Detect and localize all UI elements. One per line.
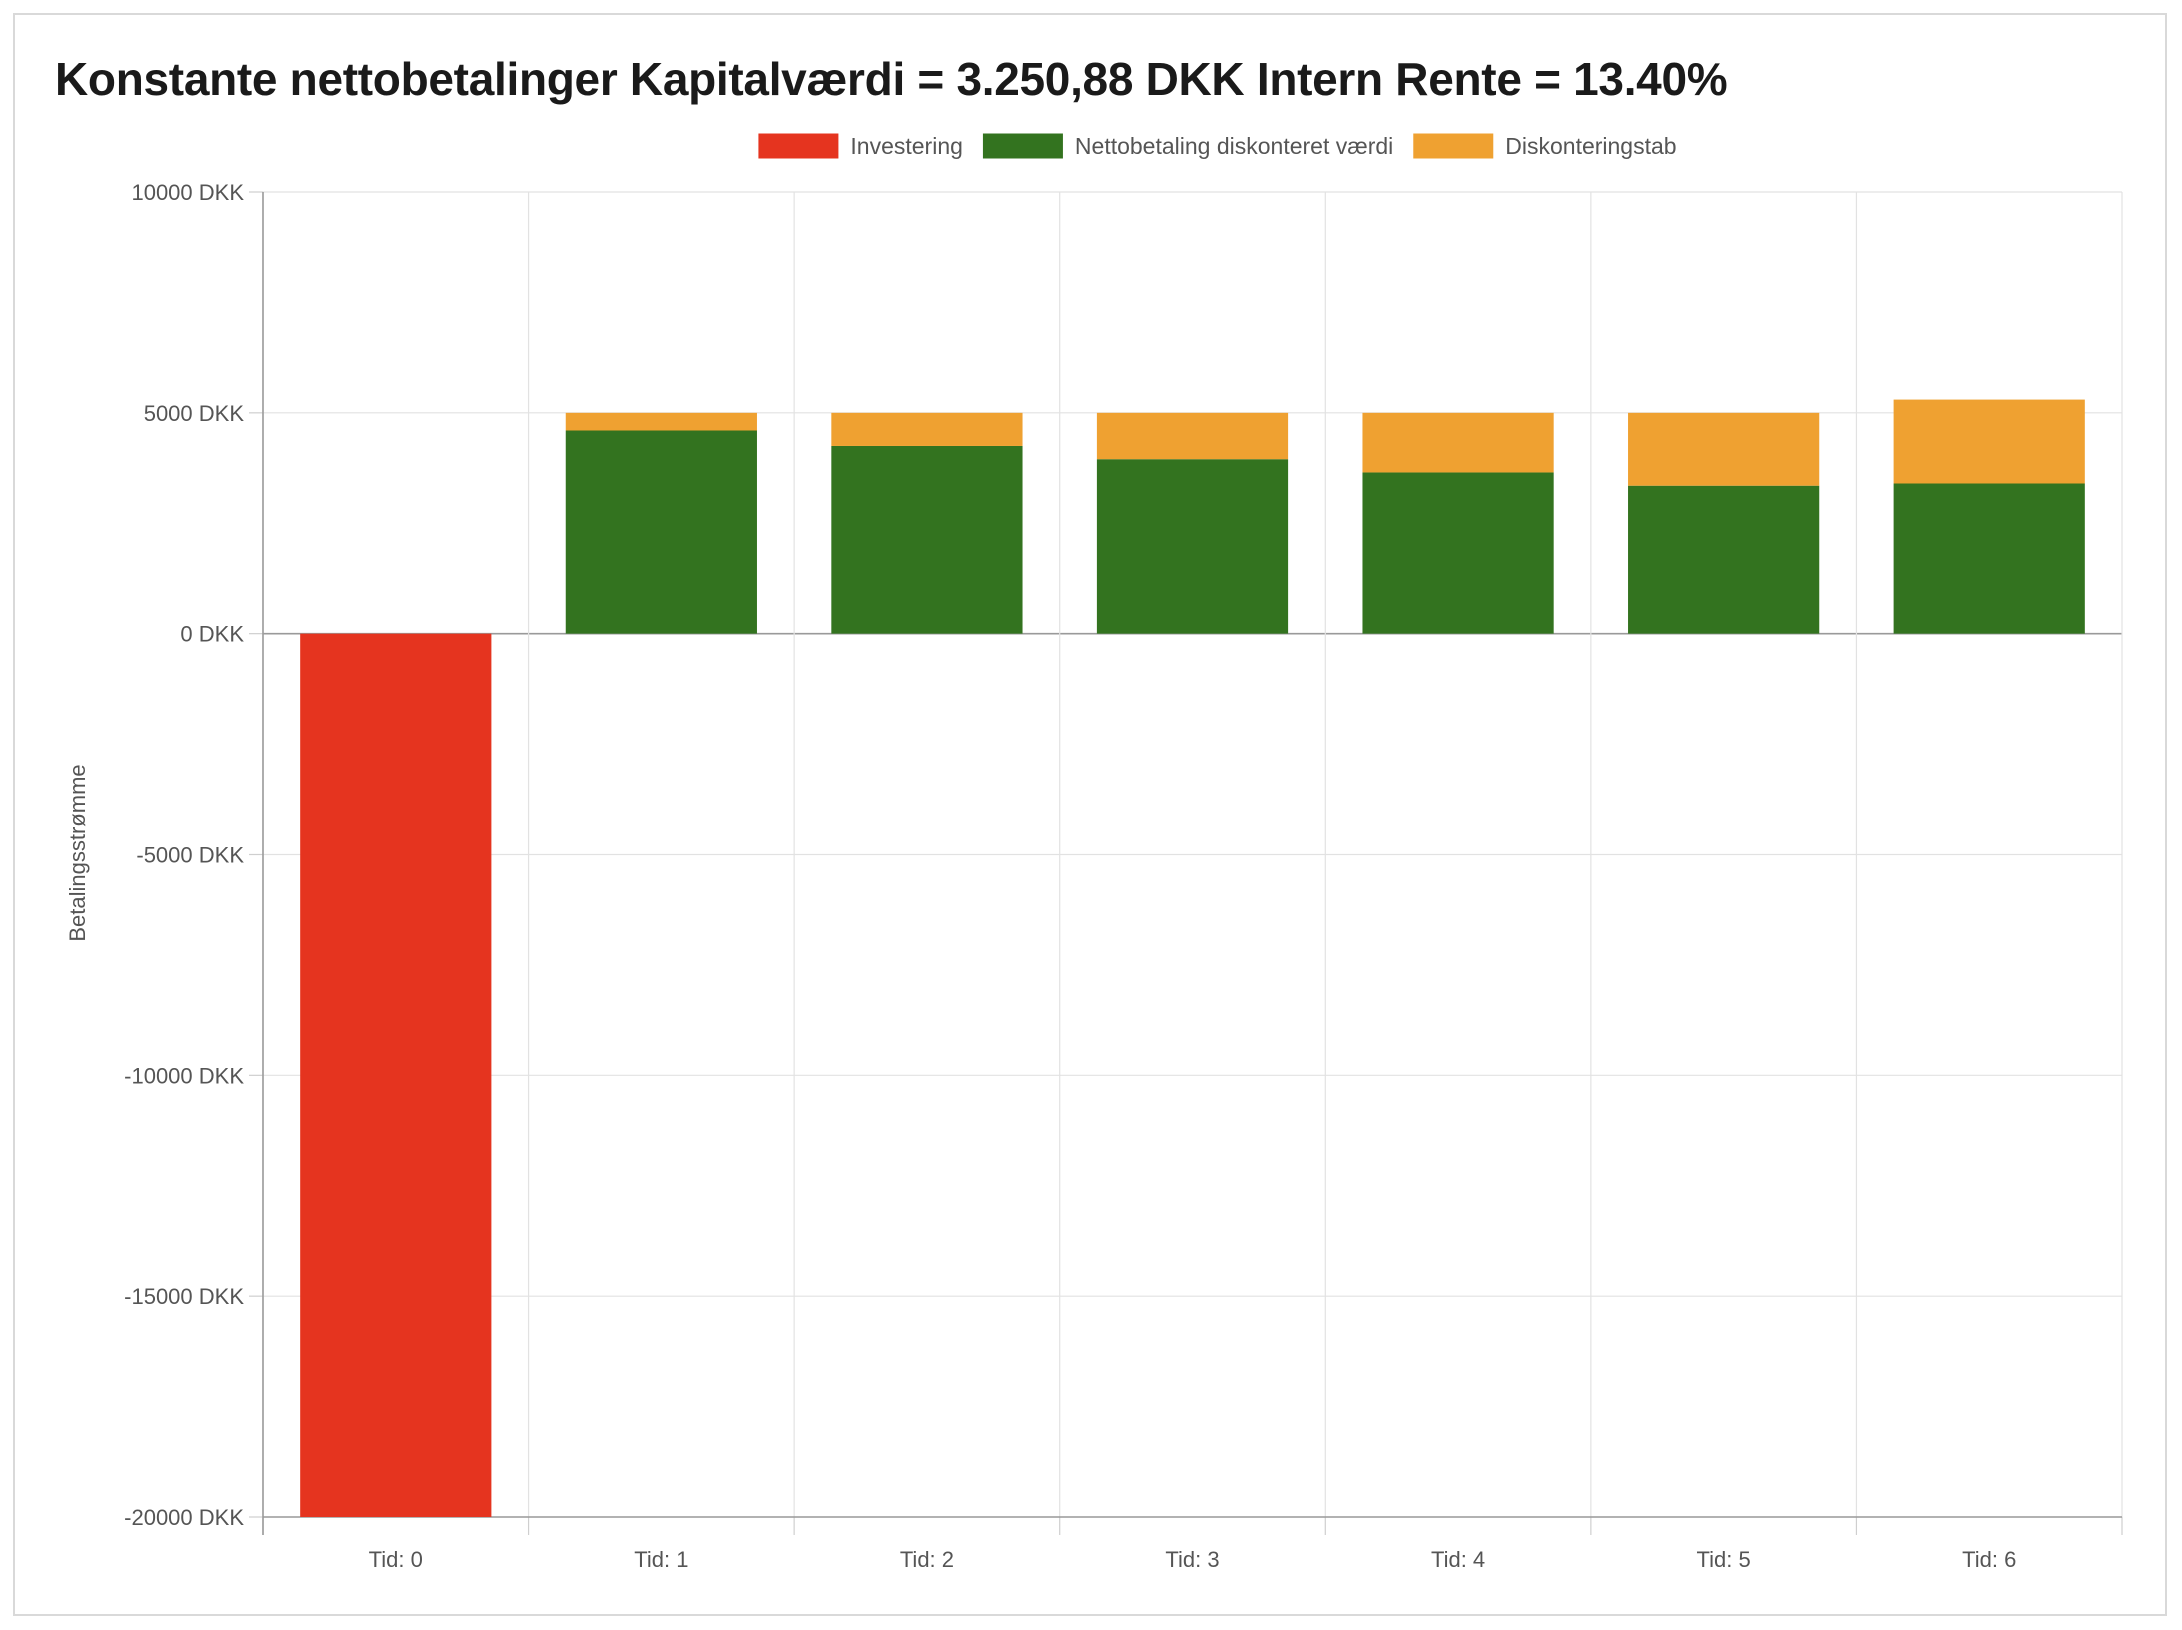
x-tick-label: Tid: 0 (369, 1547, 423, 1572)
y-tick-label: -20000 DKK (124, 1505, 244, 1530)
y-axis-label: Betalingsstrømme (65, 764, 90, 941)
bar-3-6 (1893, 399, 2085, 484)
legend-swatch-2 (982, 133, 1063, 159)
legend-swatch-3 (1413, 133, 1494, 159)
bar-3-2 (831, 412, 1023, 446)
bar-2-2 (831, 445, 1023, 634)
legend-label: Nettobetaling diskonteret værdi (1075, 133, 1393, 159)
legend-label: Investering (850, 133, 963, 159)
y-tick-label: 0 DKK (180, 622, 244, 647)
bar-1-0 (300, 633, 492, 1517)
bar-3-5 (1628, 412, 1820, 486)
x-tick-label: Tid: 4 (1431, 1547, 1485, 1572)
legend-swatch-1 (758, 133, 839, 159)
axes (262, 192, 2122, 1535)
chart-title: Konstante nettobetalinger Kapitalværdi =… (55, 53, 1728, 105)
y-tick-label: -10000 DKK (124, 1063, 244, 1088)
y-tick-label: 10000 DKK (131, 180, 244, 205)
bar-2-5 (1628, 485, 1820, 634)
x-tick-label: Tid: 2 (900, 1547, 954, 1572)
legend-label: Diskonteringstab (1505, 133, 1676, 159)
grid-lines (249, 191, 2123, 1535)
bar-3-4 (1362, 412, 1554, 473)
x-tick-label: Tid: 6 (1962, 1547, 2016, 1572)
bar-2-6 (1893, 483, 2085, 634)
x-tick-label: Tid: 5 (1697, 1547, 1751, 1572)
x-tick-label: Tid: 3 (1165, 1547, 1219, 1572)
bar-3-3 (1096, 412, 1289, 460)
y-tick-label: -15000 DKK (124, 1284, 244, 1309)
bar-2-4 (1362, 472, 1554, 634)
legend[interactable]: Investering Nettobetaling diskonteret vær… (758, 133, 1677, 159)
y-tick-label: -5000 DKK (136, 843, 244, 868)
y-tick-label: 5000 DKK (144, 401, 245, 426)
x-tick-labels: Tid: 0 Tid: 1 Tid: 2 Tid: 3 Tid: 4 Tid: 5 Tid:… (369, 1547, 2017, 1572)
y-tick-labels: 10000 DKK 5000 DKK 0 DKK -5000 DKK -10000 DK… (124, 180, 244, 1530)
bar-3-1 (565, 412, 757, 431)
bar-2-1 (565, 430, 757, 634)
x-tick-label: Tid: 1 (634, 1547, 688, 1572)
bars (300, 399, 2085, 1517)
bar-2-3 (1096, 459, 1289, 634)
